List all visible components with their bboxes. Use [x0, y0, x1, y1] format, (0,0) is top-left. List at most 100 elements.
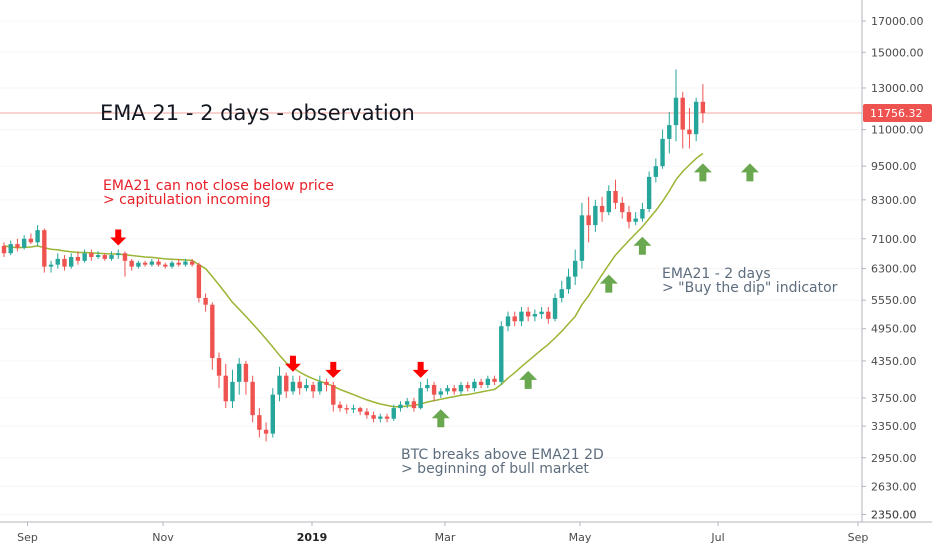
candle-body — [149, 261, 155, 265]
candle-body — [95, 255, 101, 257]
candle-body — [418, 388, 423, 409]
red-down-arrow-icon — [110, 229, 127, 246]
candle-body — [75, 256, 81, 261]
last-price-label: 11756.32 — [863, 104, 932, 123]
candle-body — [156, 261, 161, 265]
candle-body — [687, 129, 692, 135]
candle-body — [405, 401, 410, 405]
candle-body — [21, 238, 27, 248]
candle-body — [8, 244, 13, 254]
candle-body — [606, 190, 611, 213]
capitulation-note-line2: > capitulation incoming — [103, 192, 271, 208]
candle-body — [250, 381, 255, 416]
candle-body — [69, 256, 74, 267]
x-tick-label: Jul — [710, 531, 724, 544]
candle-body — [512, 316, 517, 322]
green-up-arrow-icon — [633, 236, 652, 255]
chart-title: EMA 21 - 2 days - observation — [100, 101, 415, 125]
candle-body — [310, 384, 316, 392]
candle-body — [136, 262, 141, 267]
candle-body — [317, 381, 323, 392]
candle-body — [378, 416, 383, 419]
candle-body — [653, 166, 659, 177]
candle-body — [116, 253, 121, 256]
candle-body — [626, 212, 632, 222]
candle-body — [546, 311, 551, 319]
x-tick-label: Nov — [152, 531, 174, 544]
candle-body — [532, 314, 538, 317]
candle-body — [411, 401, 417, 409]
last-price-value: 11756.32 — [870, 107, 923, 120]
candle-body — [384, 416, 390, 419]
candle-body — [284, 375, 289, 392]
candle-body — [304, 384, 309, 389]
candle-body — [324, 381, 329, 385]
ema21-layer — [3, 152, 704, 408]
candles-layer — [1, 69, 706, 442]
candle-body — [431, 384, 437, 395]
candle-body — [586, 215, 591, 226]
candle-body — [667, 125, 672, 139]
candle-body — [183, 261, 188, 265]
candle-body — [425, 384, 430, 389]
candle-body — [492, 378, 497, 382]
candle-body — [331, 384, 336, 405]
candle-body — [700, 101, 706, 114]
candle-body — [593, 205, 598, 226]
y-tick-label: 6300.00 — [871, 263, 917, 276]
candle-body — [216, 358, 222, 376]
candle-body — [35, 230, 40, 243]
x-tick-label: Sep — [17, 531, 38, 544]
y-tick-label: 11000.00 — [871, 124, 924, 137]
candle-body — [48, 264, 54, 267]
candle-body — [519, 311, 524, 322]
candle-body — [89, 253, 94, 257]
x-tick-label: 2019 — [297, 531, 328, 544]
y-tick-label: 15000.00 — [871, 46, 924, 59]
candle-body — [465, 384, 470, 389]
y-tick-label: 9500.00 — [871, 160, 917, 173]
candle-body — [680, 97, 685, 130]
candle-body — [646, 176, 652, 210]
candle-body — [499, 326, 504, 382]
y-tick-label: 4350.00 — [871, 355, 917, 368]
candle-body — [122, 253, 128, 261]
candle-body — [371, 415, 376, 419]
x-tick-label: May — [569, 531, 592, 544]
ema21-line — [3, 152, 704, 408]
candle-body — [42, 230, 47, 267]
candle-body — [351, 408, 356, 410]
candle-body — [438, 391, 443, 395]
candle-body — [579, 215, 585, 261]
y-tick-label: 2630.00 — [871, 480, 917, 493]
candle-body — [485, 378, 491, 385]
candle-body — [505, 316, 511, 327]
candle-body — [55, 258, 60, 265]
candle-body — [142, 262, 148, 265]
candle-body — [230, 381, 235, 402]
candle-body — [270, 394, 275, 434]
candle-body — [82, 253, 87, 261]
candle-body — [660, 138, 665, 167]
candle-body — [109, 255, 114, 259]
candle-body — [223, 375, 228, 402]
candle-body — [452, 388, 457, 392]
y-tick-label: 3350.00 — [871, 420, 917, 433]
y-tick-label: 2350.00 — [871, 508, 917, 521]
breakout-note-line1: BTC breaks above EMA21 2D — [401, 447, 604, 463]
y-axis-ticks: 17000.00 15000.00 13000.00 11000.00 9500.00 8… — [862, 15, 924, 521]
candle-body — [277, 375, 282, 395]
y-tick-label: 4950.00 — [871, 323, 917, 336]
y-tick-label: 17000.00 — [871, 15, 924, 28]
candle-body — [102, 255, 107, 259]
candle-body — [196, 264, 202, 298]
breakout-note-line2: > beginning of bull market — [401, 461, 589, 477]
candle-body — [344, 408, 349, 410]
candle-body — [472, 381, 477, 389]
y-tick-label: 2950.00 — [871, 452, 917, 465]
candle-body — [169, 262, 175, 267]
candle-body — [357, 408, 363, 412]
candle-body — [290, 381, 296, 392]
y-tick-label: 13000.00 — [871, 82, 924, 95]
